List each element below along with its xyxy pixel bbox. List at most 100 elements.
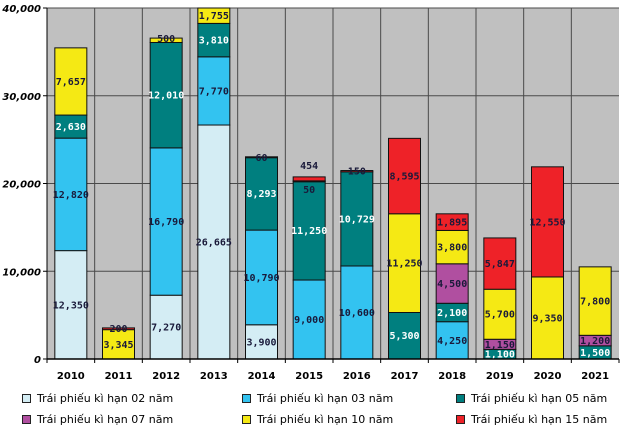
data-label: 12,010	[148, 91, 184, 102]
data-label: 10,729	[339, 214, 375, 225]
data-label: 8,595	[389, 172, 419, 183]
data-label: 7,270	[151, 323, 181, 334]
bar-segment	[149, 41, 183, 149]
data-label: 4,500	[437, 279, 467, 290]
bar-segment	[578, 266, 612, 336]
data-label: 7,800	[580, 297, 610, 308]
x-tick-label: 2011	[105, 371, 133, 382]
data-label: 1,500	[580, 348, 610, 359]
data-label: 10,790	[243, 273, 279, 284]
y-tick-label: 30,000	[2, 92, 41, 103]
x-tick-label: 2017	[391, 371, 419, 382]
data-label: 4,250	[437, 336, 467, 347]
legend-swatch	[22, 415, 31, 424]
data-label: 5,300	[389, 331, 419, 342]
bar-segment	[340, 171, 374, 267]
legend-swatch	[242, 415, 251, 424]
legend-label: Trái phiếu kì hạn 10 năm	[257, 413, 394, 426]
x-tick-label: 2018	[438, 371, 466, 382]
bar-segment	[245, 156, 278, 159]
bar-segment	[388, 213, 421, 313]
legend-item-02-nam: Trái phiếu kì hạn 02 năm	[22, 392, 173, 405]
legend-label: Trái phiếu kì hạn 03 năm	[257, 392, 394, 405]
bar-segment	[197, 124, 231, 360]
bar-segment	[435, 263, 469, 304]
data-label: 16,790	[148, 217, 184, 228]
data-label: 1,755	[199, 11, 229, 22]
data-label: 500	[157, 34, 175, 45]
x-tick-label: 2016	[343, 371, 371, 382]
gridlines	[47, 7, 619, 359]
bar-segment	[435, 213, 469, 231]
data-label: 11,250	[291, 226, 327, 237]
bar-segment	[292, 279, 326, 360]
bar-segment	[292, 176, 326, 182]
data-label: 3,810	[199, 36, 229, 47]
data-label: 1,895	[437, 218, 467, 229]
bar-segment	[340, 265, 374, 360]
data-label: 12,820	[53, 190, 89, 201]
legend-label: Trái phiếu kì hạn 02 năm	[37, 392, 174, 405]
x-tick-label: 2020	[534, 371, 562, 382]
bar-segment	[54, 47, 88, 116]
data-label: 8,293	[246, 189, 276, 200]
data-label: 1,150	[485, 340, 515, 351]
bar-segment	[483, 237, 517, 290]
bar-segment	[197, 22, 231, 58]
legend-swatch	[22, 394, 31, 403]
data-label: 7,770	[199, 86, 229, 97]
bar-segment	[483, 288, 517, 340]
x-tick-label: 2021	[581, 371, 609, 382]
stacked-bar-chart: 12,350 12,820 2,630 7,657 3,345 200 7,270 16,79…	[1, 4, 620, 382]
bar-segment	[149, 147, 183, 296]
bar-segment	[197, 56, 231, 126]
x-tick-label: 2013	[200, 371, 228, 382]
data-label: 11,250	[386, 259, 422, 270]
legend-swatch	[456, 394, 465, 403]
bar-segment	[531, 166, 564, 278]
bar-segment	[149, 37, 183, 43]
legend-item-07-nam: Trái phiếu kì hạn 07 năm	[22, 413, 173, 426]
bar-segment	[102, 327, 135, 331]
bar-segment	[340, 170, 374, 173]
data-label: 26,665	[196, 238, 232, 249]
data-label: 9,350	[532, 313, 562, 324]
data-label: 5,847	[485, 259, 515, 270]
x-tick-label: 2010	[57, 371, 85, 382]
segment-labels: 12,350 12,820 2,630 7,657 3,345 200 7,270 16,79…	[53, 11, 610, 360]
bar-segment	[149, 294, 183, 360]
legend-label: Trái phiếu kì hạn 05 năm	[471, 392, 608, 405]
bar-segment	[245, 229, 278, 326]
bar-segment	[245, 156, 278, 231]
bar-segment	[435, 229, 469, 265]
x-tick-label: 2015	[295, 371, 323, 382]
data-label: 7,657	[56, 77, 86, 88]
data-label: 9,000	[294, 315, 324, 326]
x-tick-label: 2019	[486, 371, 514, 382]
axes: 0 10,000 20,000 30,000 40,000 2010 2011 2012 201…	[1, 4, 620, 382]
legend: Trái phiếu kì hạn 02 năm Trái phiếu kì h…	[0, 386, 627, 431]
y-tick-label: 40,000	[1, 4, 41, 15]
x-tick-label: 2012	[152, 371, 180, 382]
y-tick-label: 10,000	[2, 267, 41, 278]
x-tick-label: 2014	[248, 371, 276, 382]
data-label: 150	[348, 167, 366, 178]
data-label: 1,200	[580, 336, 610, 347]
data-label: 2,100	[437, 308, 467, 319]
data-label: 5,700	[485, 310, 515, 321]
legend-item-10-nam: Trái phiếu kì hạn 10 năm	[242, 413, 393, 426]
data-label: 3,900	[246, 337, 276, 348]
bar-segment	[531, 276, 564, 360]
data-label: 10,600	[339, 308, 375, 319]
bar-segment	[197, 7, 231, 24]
data-label: 3,800	[437, 243, 467, 254]
legend-label: Trái phiếu kì hạn 15 năm	[471, 413, 608, 426]
legend-item-03-nam: Trái phiếu kì hạn 03 năm	[242, 392, 393, 405]
data-label: 50	[303, 185, 315, 196]
bar-segment	[435, 321, 469, 360]
legend-swatch	[456, 415, 465, 424]
data-label: 2,630	[56, 122, 86, 133]
y-tick-label: 20,000	[2, 180, 41, 191]
data-label: 12,550	[529, 217, 565, 228]
legend-item-15-nam: Trái phiếu kì hạn 15 năm	[456, 413, 607, 426]
